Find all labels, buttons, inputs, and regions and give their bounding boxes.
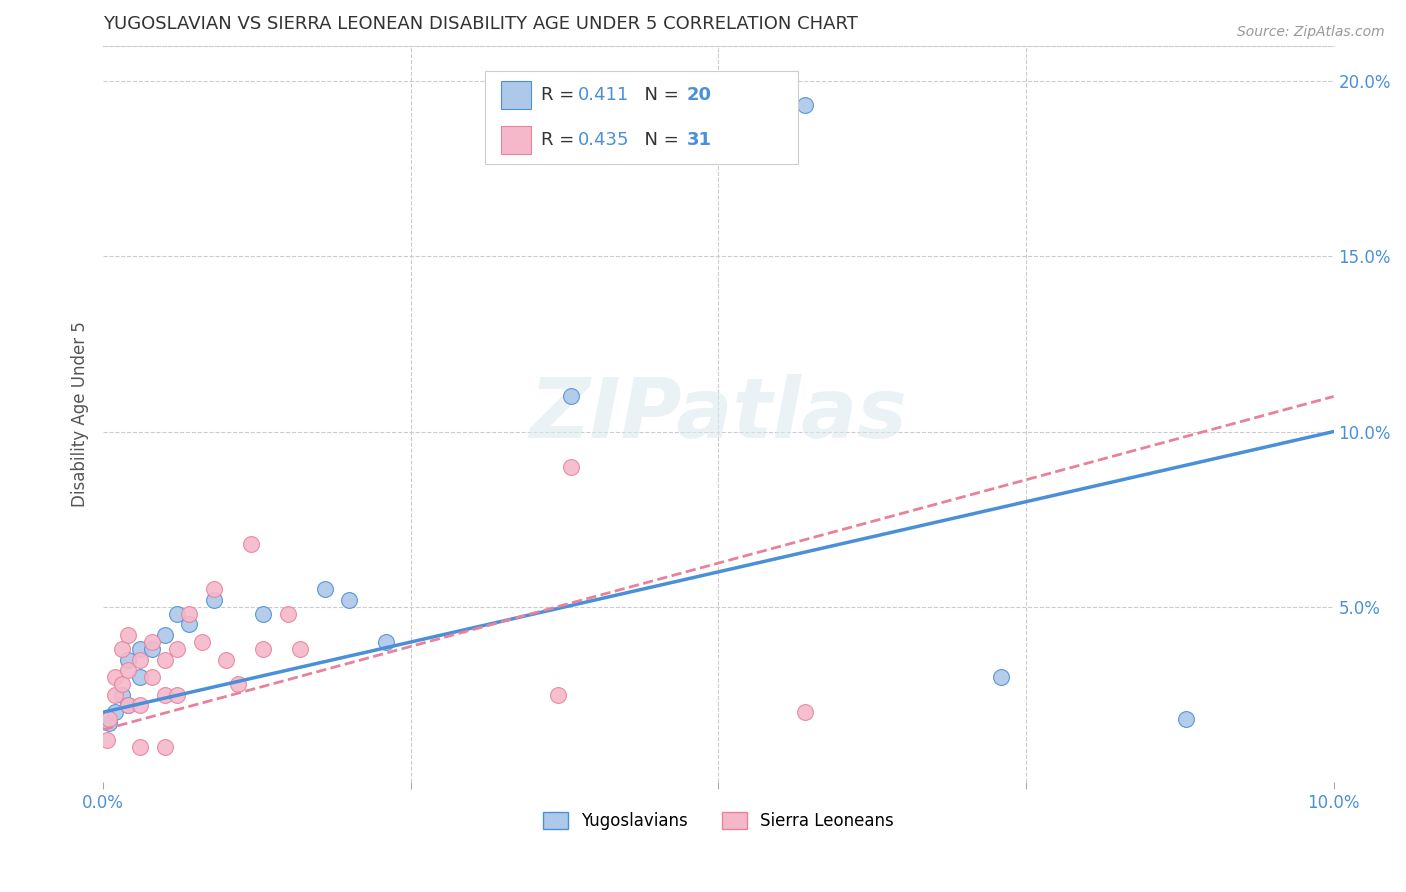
Point (117, 628, 139, 642)
Point (153, 688, 176, 702)
Point (153, 652, 176, 666)
FancyBboxPatch shape (501, 126, 531, 154)
Point (129, 698, 152, 713)
Point (215, 652, 238, 666)
Point (793, 705, 815, 719)
Text: 0.411: 0.411 (578, 86, 630, 104)
Point (98, 712, 121, 726)
Point (141, 642, 163, 657)
Point (1175, 712, 1198, 726)
Y-axis label: Disability Age Under 5: Disability Age Under 5 (72, 321, 89, 507)
Point (153, 628, 176, 642)
Text: 0.435: 0.435 (578, 131, 630, 149)
Point (166, 688, 188, 702)
Point (190, 635, 212, 649)
Point (153, 740, 176, 755)
Text: Source: ZipAtlas.com: Source: ZipAtlas.com (1237, 25, 1385, 39)
Point (104, 705, 127, 719)
Point (117, 698, 139, 713)
Point (110, 688, 132, 702)
Point (252, 642, 274, 657)
Point (202, 582, 225, 597)
Point (166, 607, 188, 621)
Text: ZIPatlas: ZIPatlas (530, 374, 907, 455)
Point (98, 715, 121, 730)
Point (314, 582, 336, 597)
Point (110, 642, 132, 657)
Point (179, 617, 201, 632)
Point (129, 652, 152, 666)
Point (990, 670, 1012, 684)
Text: R =: R = (541, 86, 581, 104)
Text: YUGOSLAVIAN VS SIERRA LEONEAN DISABILITY AGE UNDER 5 CORRELATION CHART: YUGOSLAVIAN VS SIERRA LEONEAN DISABILITY… (103, 15, 858, 33)
Legend: Yugoslavians, Sierra Leoneans: Yugoslavians, Sierra Leoneans (537, 805, 900, 837)
Point (129, 670, 152, 684)
Point (375, 635, 398, 649)
Point (104, 688, 127, 702)
Point (793, 98, 815, 112)
Point (228, 677, 250, 691)
Point (547, 688, 569, 702)
Text: N =: N = (634, 86, 685, 104)
Point (104, 670, 127, 684)
Text: N =: N = (634, 131, 685, 149)
Point (129, 740, 152, 755)
Point (179, 607, 201, 621)
FancyBboxPatch shape (501, 81, 531, 109)
Point (117, 652, 139, 666)
Text: R =: R = (541, 131, 581, 149)
Point (252, 607, 274, 621)
Text: 20: 20 (686, 86, 711, 104)
Point (96, 733, 118, 747)
Point (141, 670, 163, 684)
Point (288, 642, 311, 657)
Point (141, 635, 163, 649)
Text: 31: 31 (686, 131, 711, 149)
Point (129, 642, 152, 657)
Point (117, 698, 139, 713)
Point (337, 593, 360, 607)
Point (560, 389, 582, 403)
Point (560, 459, 582, 474)
FancyBboxPatch shape (485, 71, 799, 163)
Point (239, 537, 262, 551)
Point (117, 663, 139, 677)
Point (166, 642, 188, 657)
Point (110, 677, 132, 691)
Point (202, 593, 225, 607)
Point (277, 607, 299, 621)
